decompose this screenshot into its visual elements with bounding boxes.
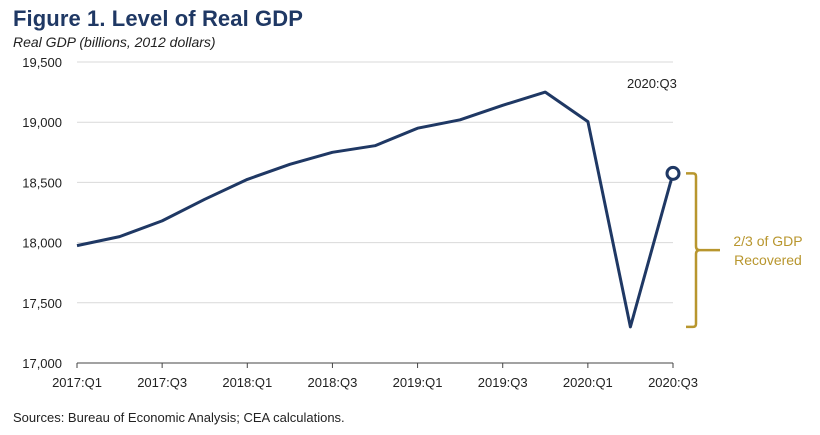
y-tick-label: 17,500 bbox=[22, 296, 62, 311]
bracket-label-line2: Recovered bbox=[734, 252, 802, 268]
x-tick-label: 2018:Q3 bbox=[307, 375, 357, 390]
x-tick-label: 2020:Q3 bbox=[648, 375, 698, 390]
y-tick-label: 17,000 bbox=[22, 356, 62, 371]
y-tick-label: 18,500 bbox=[22, 175, 62, 190]
x-tick-label: 2018:Q1 bbox=[222, 375, 272, 390]
y-tick-label: 19,500 bbox=[22, 55, 62, 70]
x-axis-ticks: 2017:Q1 2017:Q3 2018:Q1 2018:Q3 2019:Q1 2019:… bbox=[52, 363, 698, 390]
chart-title: Figure 1. Level of Real GDP bbox=[13, 6, 303, 31]
series-line bbox=[76, 90, 675, 329]
point-label-2020q3: 2020:Q3 bbox=[627, 76, 677, 91]
x-tick-label: 2017:Q1 bbox=[52, 375, 102, 390]
series-real-gdp bbox=[76, 90, 681, 329]
x-tick-label: 2017:Q3 bbox=[137, 375, 187, 390]
x-tick-label: 2019:Q1 bbox=[393, 375, 443, 390]
bracket-shape bbox=[686, 172, 720, 329]
y-tick-label: 19,000 bbox=[22, 115, 62, 130]
y-axis-ticks: 17,000 17,500 18,000 18,500 19,000 19,500 bbox=[22, 55, 62, 371]
last-point-marker bbox=[665, 165, 681, 181]
chart-subtitle: Real GDP (billions, 2012 dollars) bbox=[13, 34, 216, 50]
recovery-bracket bbox=[686, 172, 720, 329]
source-note: Sources: Bureau of Economic Analysis; CE… bbox=[13, 410, 345, 425]
bracket-label-line1: 2/3 of GDP bbox=[733, 233, 802, 249]
x-tick-label: 2019:Q3 bbox=[478, 375, 528, 390]
grid-lines bbox=[77, 61, 673, 304]
x-tick-label: 2020:Q1 bbox=[563, 375, 613, 390]
y-tick-label: 18,000 bbox=[22, 236, 62, 251]
